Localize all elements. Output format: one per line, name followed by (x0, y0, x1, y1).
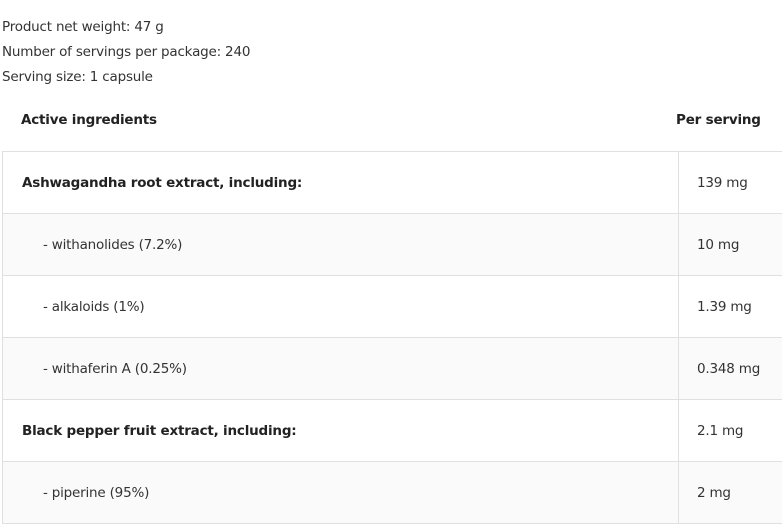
ingredients-table: Ashwagandha root extract, including: 139… (2, 151, 782, 524)
table-row: - piperine (95%) 2 mg (2, 461, 782, 524)
serving-size: Serving size: 1 capsule (2, 69, 153, 85)
ingredient-value: 139 mg (678, 151, 782, 214)
ingredient-name: - alkaloids (1%) (2, 275, 679, 338)
ingredient-value: 1.39 mg (678, 275, 782, 338)
table-row: Black pepper fruit extract, including: 2… (2, 399, 782, 462)
ingredient-name: Ashwagandha root extract, including: (2, 151, 679, 214)
ingredient-value: 10 mg (678, 213, 782, 276)
ingredient-name: - withanolides (7.2%) (2, 213, 679, 276)
net-weight: Product net weight: 47 g (2, 19, 164, 35)
table-row: - alkaloids (1%) 1.39 mg (2, 275, 782, 338)
servings-per-package: Number of servings per package: 240 (2, 44, 251, 60)
ingredient-value: 0.348 mg (678, 337, 782, 400)
header-per-serving: Per serving (676, 112, 761, 128)
ingredient-name: Black pepper fruit extract, including: (2, 399, 679, 462)
header-active-ingredients: Active ingredients (21, 112, 157, 128)
ingredient-value: 2 mg (678, 461, 782, 524)
table-row: - withaferin A (0.25%) 0.348 mg (2, 337, 782, 400)
ingredient-value: 2.1 mg (678, 399, 782, 462)
ingredient-name: - withaferin A (0.25%) (2, 337, 679, 400)
ingredient-name: - piperine (95%) (2, 461, 679, 524)
table-row: - withanolides (7.2%) 10 mg (2, 213, 782, 276)
table-row: Ashwagandha root extract, including: 139… (2, 151, 782, 214)
